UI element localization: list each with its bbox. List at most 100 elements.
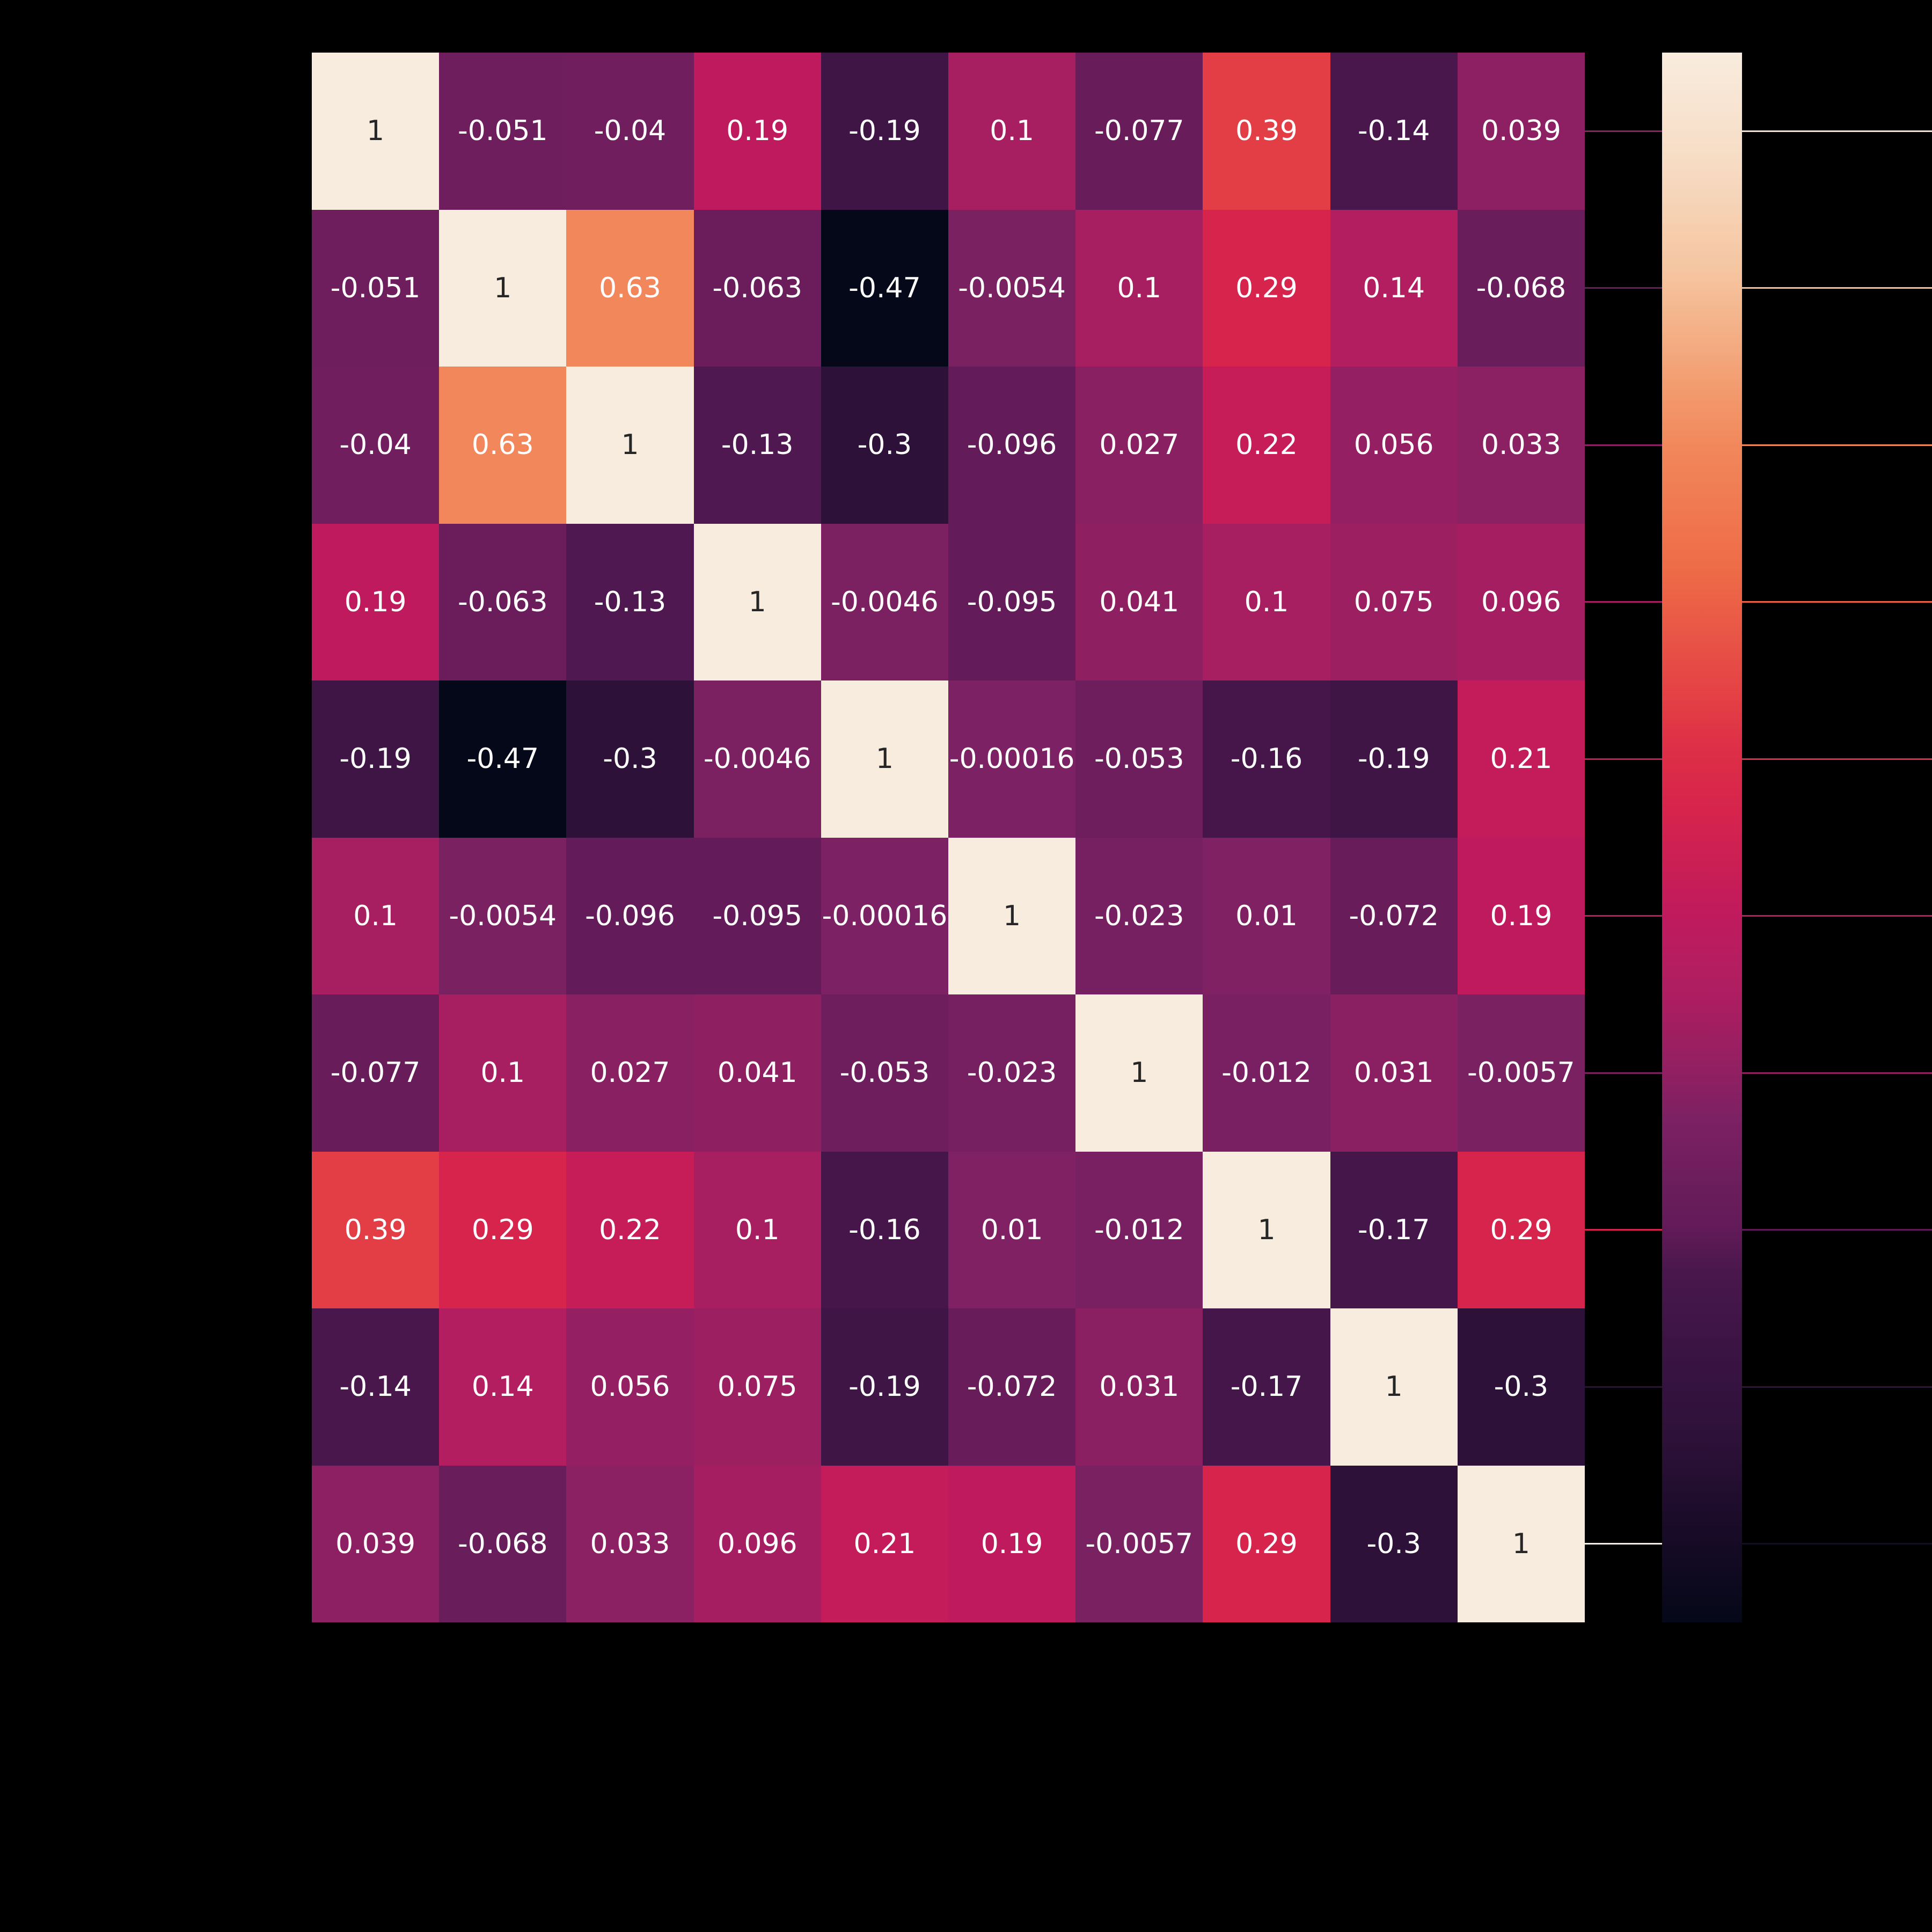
cell-value: 1 xyxy=(494,272,512,304)
row-tick-line-right xyxy=(1742,1386,1932,1388)
heatmap-cell: -0.13 xyxy=(693,367,821,524)
heatmap-cell: 0.19 xyxy=(312,523,440,680)
cell-value: 1 xyxy=(748,586,766,618)
heatmap-cell: 1 xyxy=(1075,994,1203,1152)
row-tick-line-right xyxy=(1742,601,1932,603)
heatmap-cell: -0.16 xyxy=(821,1151,948,1308)
heatmap-cell: 0.096 xyxy=(1457,523,1585,680)
cell-value: -0.17 xyxy=(1230,1371,1303,1403)
heatmap-cell: -0.095 xyxy=(948,523,1076,680)
heatmap-cell: -0.19 xyxy=(1330,680,1458,838)
row-tick-line-left xyxy=(1585,1543,1662,1545)
heatmap-cell: 0.22 xyxy=(1203,367,1330,524)
heatmap-cell: -0.096 xyxy=(566,837,694,994)
heatmap-cell: -0.068 xyxy=(439,1465,567,1622)
heatmap-cell: -0.051 xyxy=(312,209,440,367)
cell-value: -0.47 xyxy=(466,743,539,775)
cell-value: 0.075 xyxy=(717,1371,797,1403)
heatmap-cell: 0.63 xyxy=(439,367,567,524)
cell-value: 1 xyxy=(1257,1213,1276,1246)
cell-value: -0.051 xyxy=(330,272,421,304)
cell-value: 0.01 xyxy=(980,1213,1043,1246)
heatmap-cell: -0.051 xyxy=(439,53,567,210)
cell-value: 0.19 xyxy=(726,115,789,148)
heatmap-cell: -0.3 xyxy=(1457,1308,1585,1466)
cell-value: 0.041 xyxy=(1099,586,1180,618)
heatmap-cell: 0.39 xyxy=(312,1151,440,1308)
heatmap-cell: 0.63 xyxy=(566,209,694,367)
heatmap-cell: 0.21 xyxy=(1457,680,1585,838)
cell-value: 1 xyxy=(875,743,894,775)
heatmap-cell: -0.19 xyxy=(312,680,440,838)
row-tick-line-right xyxy=(1742,444,1932,446)
row-tick-line-left xyxy=(1585,758,1662,760)
heatmap-cell: 0.1 xyxy=(948,53,1076,210)
heatmap-cell: 0.056 xyxy=(1330,367,1458,524)
cell-value: -0.095 xyxy=(967,586,1057,618)
row-tick-line-right xyxy=(1742,287,1932,289)
heatmap-cell: 0.29 xyxy=(1203,209,1330,367)
row-tick-line-left xyxy=(1585,1386,1662,1388)
cell-value: 0.22 xyxy=(599,1213,661,1246)
heatmap-cell: -0.053 xyxy=(1075,680,1203,838)
heatmap-cell: 1 xyxy=(566,367,694,524)
cell-value: 0.096 xyxy=(1481,586,1561,618)
cell-value: 0.031 xyxy=(1099,1371,1180,1403)
heatmap-cell: 0.031 xyxy=(1075,1308,1203,1466)
cell-value: -0.012 xyxy=(1094,1213,1184,1246)
cell-value: 1 xyxy=(1512,1527,1530,1560)
row-tick-line-right xyxy=(1742,758,1932,760)
heatmap-cell: 1 xyxy=(312,53,440,210)
heatmap-cell: 0.075 xyxy=(1330,523,1458,680)
cell-value: -0.00016 xyxy=(949,743,1075,775)
cell-value: -0.3 xyxy=(1366,1527,1421,1560)
heatmap-cell: -0.17 xyxy=(1330,1151,1458,1308)
heatmap-cell: 1 xyxy=(1457,1465,1585,1622)
heatmap-cell: 0.1 xyxy=(1075,209,1203,367)
cell-value: 0.096 xyxy=(717,1527,797,1560)
cell-value: -0.096 xyxy=(967,429,1057,462)
cell-value: 0.1 xyxy=(1244,586,1289,618)
cell-value: 0.39 xyxy=(1235,115,1298,148)
heatmap-cell: -0.04 xyxy=(312,367,440,524)
row-tick-line-left xyxy=(1585,130,1662,132)
heatmap-cell: 0.1 xyxy=(1203,523,1330,680)
cell-value: -0.0057 xyxy=(1085,1527,1194,1560)
cell-value: 0.21 xyxy=(1490,743,1553,775)
cell-value: -0.023 xyxy=(1094,899,1184,932)
heatmap-cell: 1 xyxy=(1203,1151,1330,1308)
cell-value: 1 xyxy=(621,429,639,462)
cell-value: 0.19 xyxy=(344,586,407,618)
row-tick-line-right xyxy=(1742,1543,1932,1545)
row-tick-line-left xyxy=(1585,1072,1662,1074)
cell-value: 0.1 xyxy=(990,115,1034,148)
heatmap-cell: -0.04 xyxy=(566,53,694,210)
cell-value: -0.068 xyxy=(1476,272,1567,304)
cell-value: 1 xyxy=(1003,899,1021,932)
heatmap-cell: -0.0046 xyxy=(693,680,821,838)
heatmap-cell: 0.19 xyxy=(693,53,821,210)
cell-value: -0.0054 xyxy=(958,272,1066,304)
cell-value: -0.19 xyxy=(1357,743,1430,775)
cell-value: -0.13 xyxy=(594,586,667,618)
heatmap-cell: 0.22 xyxy=(566,1151,694,1308)
cell-value: 0.29 xyxy=(1235,1527,1298,1560)
cell-value: -0.051 xyxy=(457,115,548,148)
row-tick-line-left xyxy=(1585,287,1662,289)
row-tick-line-left xyxy=(1585,444,1662,446)
heatmap-cell: -0.00016 xyxy=(821,837,948,994)
cell-value: -0.0046 xyxy=(703,743,811,775)
heatmap-cell: 0.14 xyxy=(439,1308,567,1466)
heatmap-cell: 0.29 xyxy=(1203,1465,1330,1622)
cell-value: -0.3 xyxy=(1494,1371,1549,1403)
heatmap-cell: -0.17 xyxy=(1203,1308,1330,1466)
cell-value: 0.29 xyxy=(1490,1213,1553,1246)
heatmap-cell: 0.039 xyxy=(312,1465,440,1622)
heatmap-cell: -0.00016 xyxy=(948,680,1076,838)
heatmap-cell: 1 xyxy=(948,837,1076,994)
colorbar xyxy=(1662,53,1742,1622)
cell-value: 0.22 xyxy=(1235,429,1298,462)
row-tick-line-left xyxy=(1585,915,1662,917)
heatmap-cell: 0.039 xyxy=(1457,53,1585,210)
